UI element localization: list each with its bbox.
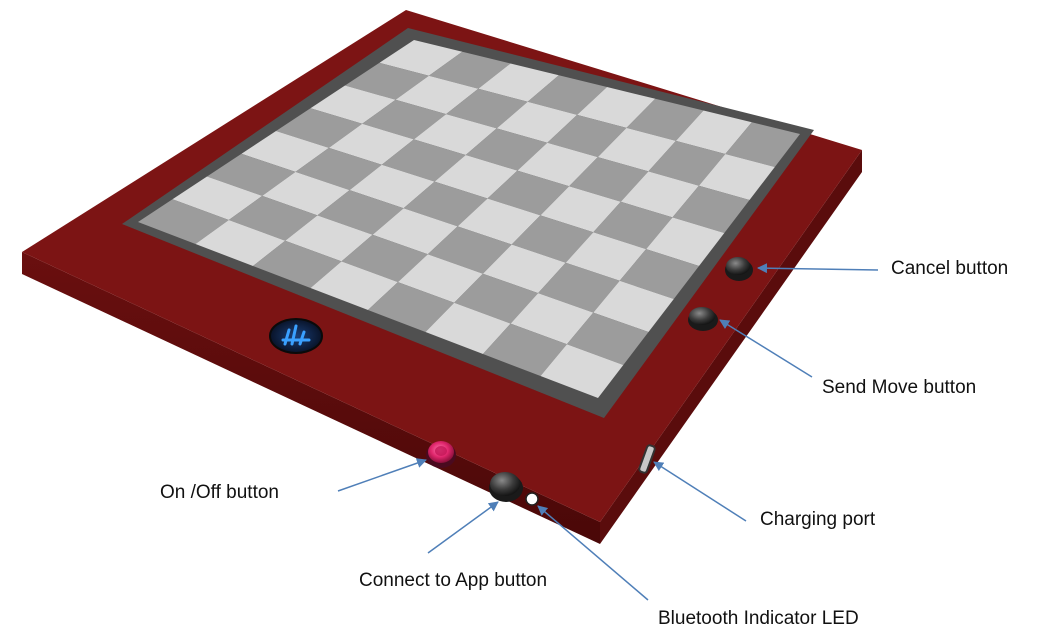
bluetooth-indicator-led [525, 492, 539, 506]
board-square [262, 171, 350, 216]
board-square [566, 312, 649, 365]
board-square [379, 40, 463, 76]
callout-arrows [337, 263, 879, 601]
board-square [646, 217, 725, 266]
board-square [672, 185, 750, 233]
board-square [725, 122, 800, 167]
board-square [285, 215, 373, 262]
arrow-send-move [719, 319, 813, 378]
board-square [362, 99, 447, 140]
board-square [487, 170, 570, 216]
board-square [395, 75, 479, 115]
board-square [510, 293, 594, 345]
board-square [345, 62, 429, 100]
board-square [547, 114, 627, 158]
board-square [317, 190, 404, 235]
arrow-bluetooth-led [537, 505, 649, 601]
board-square [413, 114, 497, 155]
board-square [397, 254, 483, 303]
board-side-right [600, 150, 862, 544]
board-square [403, 181, 488, 227]
board-side-left [22, 252, 600, 544]
board-square [228, 195, 318, 241]
board-square [620, 171, 699, 218]
board-square [465, 128, 548, 171]
chessboard-squares [138, 40, 800, 398]
board-square [368, 282, 455, 332]
arrow-charging-port [653, 461, 747, 522]
board-square [482, 244, 566, 294]
board-square [276, 108, 363, 148]
board-square [619, 249, 699, 299]
board-square [310, 85, 396, 124]
board-square [457, 198, 541, 245]
board-square [425, 302, 511, 354]
on-off-button[interactable] [426, 441, 456, 468]
board-square [675, 110, 752, 154]
board-square [341, 234, 428, 283]
board-square [454, 273, 539, 324]
board-square [593, 280, 674, 332]
board-square [328, 123, 414, 165]
arrow-on-off [337, 458, 427, 492]
board-square [207, 153, 296, 196]
arrow-connect-app [427, 501, 499, 554]
board-square [698, 154, 775, 200]
board-square [428, 51, 511, 89]
board-square [517, 142, 598, 187]
board-square [540, 186, 621, 233]
label-cancel-button: Cancel button [891, 258, 1009, 279]
board-square [295, 147, 382, 191]
board-square [138, 199, 229, 244]
cancel-button[interactable] [725, 257, 753, 281]
board-square [253, 240, 342, 288]
board-square [434, 155, 518, 199]
connect-to-app-button[interactable] [489, 472, 523, 502]
board-square [527, 75, 607, 115]
board-square [483, 323, 567, 376]
label-bluetooth-indicator-led: Bluetooth Indicator LED [658, 608, 859, 629]
board-square [496, 101, 578, 143]
board-square [478, 63, 559, 102]
board-square [310, 261, 398, 310]
board-square [446, 88, 528, 129]
board-square [593, 201, 673, 250]
label-on-off-button: On /Off button [160, 482, 280, 503]
label-connect-to-app-button: Connect to App button [359, 570, 548, 591]
board-square [538, 262, 620, 313]
board-square [577, 87, 656, 128]
label-charging-port: Charging port [760, 509, 876, 530]
board-square [372, 208, 458, 255]
label-send-move-button: Send Move button [822, 377, 977, 398]
board-square [381, 139, 466, 182]
logo-badge [269, 318, 323, 354]
board-square [626, 98, 704, 141]
board-square [565, 232, 647, 281]
arrow-cancel [757, 263, 879, 274]
send-move-button[interactable] [688, 307, 718, 331]
board-square [241, 131, 329, 172]
board-square [195, 220, 286, 266]
board-square [597, 127, 676, 172]
logo-icon [281, 324, 311, 346]
board-square [349, 164, 435, 209]
board-square [427, 226, 512, 274]
board-square [511, 215, 594, 263]
board-square [569, 157, 649, 202]
board-square [540, 344, 624, 398]
board-square [172, 176, 263, 220]
charging-port [638, 444, 656, 474]
board-square [648, 140, 726, 186]
